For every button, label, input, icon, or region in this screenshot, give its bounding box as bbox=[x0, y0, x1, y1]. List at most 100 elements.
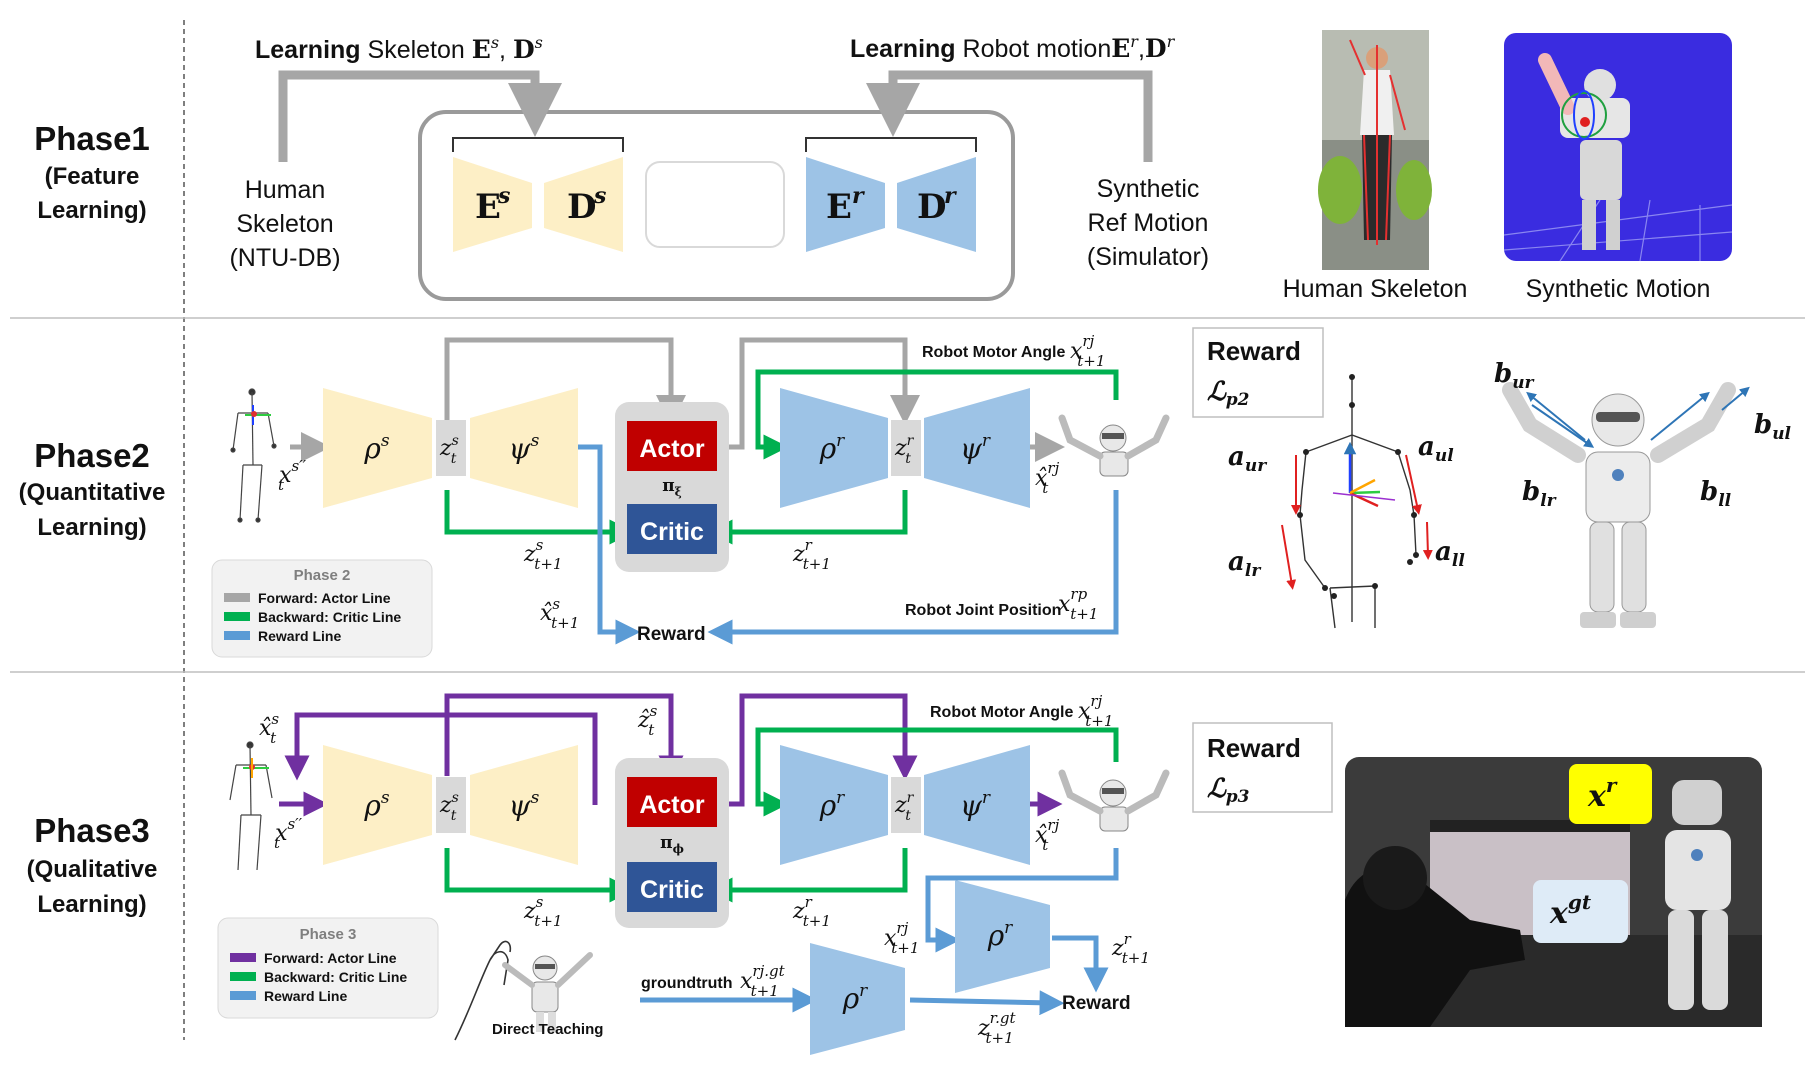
phase2-robot-icon bbox=[1058, 414, 1170, 477]
phase2-psi-r-decoder bbox=[924, 388, 1030, 508]
phase3-legend: Phase 3 Forward: Actor Line Backward: Cr… bbox=[217, 917, 439, 1019]
svg-text:Backward: Critic Line: Backward: Critic Line bbox=[264, 969, 407, 985]
svg-text:Direct Teaching: Direct Teaching bbox=[492, 1021, 603, 1038]
svg-text:(Simulator): (Simulator) bbox=[1087, 243, 1209, 271]
robot-encoder-Er bbox=[806, 157, 885, 252]
svg-text:Backward: Critic Line: Backward: Critic Line bbox=[258, 609, 401, 625]
svg-text:Human: Human bbox=[245, 176, 326, 204]
svg-text:Learning): Learning) bbox=[37, 891, 146, 918]
phase2-rho-s-encoder bbox=[323, 388, 432, 508]
phase3-rho-s-encoder bbox=[323, 745, 432, 865]
phase3-actor-line-robot bbox=[718, 693, 918, 807]
svg-text:zst+1: zs t+1 bbox=[523, 893, 562, 930]
phase1-label: Phase1 (Feature Learning) bbox=[34, 120, 150, 224]
svg-text:zst: zs t bbox=[439, 433, 459, 467]
svg-text:xs′′t: xs′′ t bbox=[274, 815, 303, 852]
phase3-critic-line-top bbox=[755, 727, 1119, 817]
phase2-zr-latent bbox=[891, 420, 921, 476]
svg-text:zst+1: zs t+1 bbox=[523, 536, 562, 573]
svg-text:Phase3: Phase3 bbox=[34, 812, 150, 849]
phase2-critic-line-robot bbox=[707, 490, 908, 545]
phase2-psi-s-decoder bbox=[470, 388, 578, 508]
phase2-actor-line-skeleton bbox=[444, 337, 686, 425]
svg-text:Skeleton: Skeleton bbox=[236, 210, 333, 238]
skeleton-encoder-Es bbox=[453, 157, 532, 252]
svg-text:Forward: Actor Line: Forward: Actor Line bbox=[264, 950, 397, 966]
svg-text:(Quantitative: (Quantitative bbox=[19, 479, 166, 506]
svg-text:Robot Joint Position: Robot Joint Position bbox=[905, 602, 1061, 619]
phase3-robot-icon bbox=[1058, 769, 1170, 832]
svg-text:zr.gtt+1: zr.gt t+1 bbox=[977, 1009, 1016, 1047]
svg-text:Ref Motion: Ref Motion bbox=[1088, 209, 1209, 237]
svg-text:ρr: ρr bbox=[987, 918, 1013, 952]
phase2-reward-box: Reward ℒp2 bbox=[1192, 327, 1324, 418]
phase2-reward-line-skeleton bbox=[578, 444, 641, 645]
synthetic-ref-motion-label: Synthetic Ref Motion (Simulator) bbox=[1087, 175, 1209, 271]
svg-text:πξ: πξ bbox=[662, 476, 682, 499]
svg-text:Robot Motor Angle: Robot Motor Angle bbox=[930, 704, 1073, 721]
learning-robot-title: Learning Robot motionEr,Dr bbox=[850, 32, 1176, 63]
svg-text:(NTU-DB): (NTU-DB) bbox=[229, 244, 340, 272]
svg-text:zrt+1: zr t+1 bbox=[792, 893, 831, 930]
phase3-actor-block bbox=[627, 777, 717, 827]
svg-text:ψr: ψr bbox=[960, 788, 991, 822]
svg-text:E: E bbox=[475, 187, 501, 227]
robot-ae-bracket bbox=[805, 137, 977, 152]
svg-text:x̂st: x̂s t bbox=[259, 710, 279, 747]
svg-text:ψs: ψs bbox=[509, 431, 540, 465]
autoencoder-frame bbox=[418, 110, 1015, 301]
svg-text:zrt: zr t bbox=[894, 433, 915, 467]
synthetic-motion-photo bbox=[1503, 33, 1733, 262]
svg-text:Reward Line: Reward Line bbox=[258, 628, 341, 644]
svg-text:Phase 2: Phase 2 bbox=[294, 567, 351, 584]
xgt-highlight bbox=[1533, 880, 1628, 943]
svg-text:xr: xr bbox=[1587, 773, 1618, 814]
svg-text:ψr: ψr bbox=[960, 431, 991, 465]
input-x-label: xs′′ t bbox=[278, 457, 307, 494]
direct-teaching-photo bbox=[1345, 757, 1762, 1027]
svg-text:Reward: Reward bbox=[1062, 993, 1131, 1014]
svg-text:x̂rjt: x̂rj t bbox=[1035, 816, 1060, 854]
phase3-psi-r-decoder bbox=[924, 745, 1030, 865]
svg-text:xrj.gtt+1: xrj.gt t+1 bbox=[740, 962, 786, 1000]
xr-highlight bbox=[1569, 764, 1652, 824]
svg-text:aul: aul bbox=[1418, 432, 1454, 466]
svg-text:ψs: ψs bbox=[509, 788, 540, 822]
phase2-actor-block bbox=[627, 421, 717, 471]
svg-text:Reward Line: Reward Line bbox=[264, 988, 347, 1004]
phase3-qualitative-learning: ρs ψs zs t Actor πϕ Critic ρr ψr zr t ρr ρ… bbox=[217, 692, 1762, 1055]
svg-text:Learning): Learning) bbox=[37, 197, 146, 224]
svg-text:aur: aur bbox=[1228, 442, 1267, 476]
svg-text:Reward: Reward bbox=[1207, 733, 1301, 763]
phase2-actor-line-robot bbox=[718, 337, 920, 450]
phase3-psi-s-decoder bbox=[470, 745, 578, 865]
direct-teaching-illustration bbox=[454, 940, 593, 1041]
phase1-feature-learning: E s D s E r D r Learning Skeleton Es, Ds… bbox=[229, 30, 1733, 303]
phase2-arm-vector-robot bbox=[1502, 382, 1750, 628]
svg-text:Phase 3: Phase 3 bbox=[300, 926, 357, 943]
phase3-rho-r-encoder bbox=[780, 745, 888, 865]
learning-skeleton-title: Learning Skeleton Es, Ds bbox=[255, 33, 543, 64]
phase3-critic-block bbox=[627, 862, 717, 912]
arm-vector-skeleton bbox=[1281, 374, 1433, 629]
skeleton-ae-bracket bbox=[452, 137, 624, 152]
svg-text:all: all bbox=[1435, 537, 1465, 571]
skeleton-decoder-Ds bbox=[544, 157, 623, 252]
phase3-zr-latent bbox=[891, 777, 921, 833]
phase2-label: Phase2 (Quantitative Learning) bbox=[19, 437, 166, 541]
phase3-critic-line-skeleton bbox=[444, 848, 635, 903]
phase3-label: Phase3 (Qualitative Learning) bbox=[27, 812, 158, 918]
svg-text:r: r bbox=[852, 183, 865, 209]
phase3-reward-box: Reward ℒp3 bbox=[1192, 722, 1333, 813]
phase2-rho-r-encoder bbox=[780, 388, 888, 508]
svg-text:groundtruth: groundtruth bbox=[641, 975, 733, 992]
svg-text:ℒp3: ℒp3 bbox=[1207, 774, 1250, 807]
svg-text:zrt: zr t bbox=[894, 790, 915, 824]
svg-text:Human Skeleton: Human Skeleton bbox=[1283, 275, 1468, 303]
svg-text:zrt+1: zr t+1 bbox=[1111, 930, 1150, 967]
phase3-rho-r-encoder-online bbox=[955, 880, 1050, 993]
